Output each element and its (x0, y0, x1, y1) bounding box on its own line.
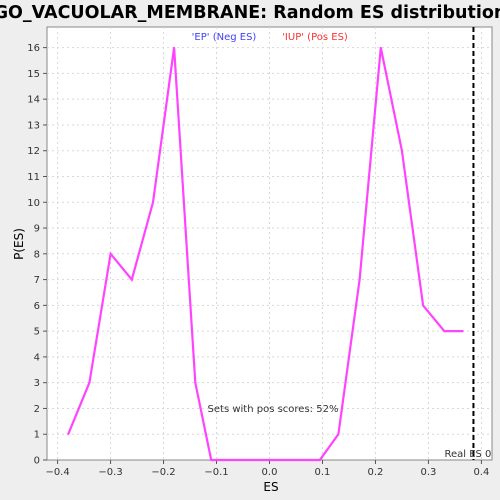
data-point (401, 149, 403, 152)
y-tick-label: 14 (27, 95, 40, 106)
x-tick-label: −0.3 (98, 467, 122, 478)
data-point (173, 46, 176, 49)
data-point (194, 381, 197, 384)
data-point (443, 330, 446, 333)
data-point (130, 278, 133, 281)
y-tick-label: 8 (34, 249, 40, 260)
pos-scores-annotation: Sets with pos scores: 52% (208, 404, 339, 415)
x-axis-label: ES (263, 480, 278, 494)
y-tick-label: 13 (27, 120, 40, 131)
x-tick-label: 0.2 (367, 467, 383, 478)
y-tick-label: 15 (27, 69, 40, 80)
data-point (379, 46, 382, 49)
y-tick-label: 12 (27, 146, 40, 157)
data-point (152, 201, 154, 204)
data-point (318, 459, 321, 461)
x-tick-label: 0.1 (315, 467, 331, 478)
y-tick-label: 7 (34, 275, 40, 286)
x-tick-label: −0.4 (45, 467, 69, 478)
legend-entry-iup: 'IUP' (Pos ES) (282, 32, 348, 43)
y-tick-label: 11 (27, 172, 40, 183)
x-tick-label: 0.3 (420, 467, 436, 478)
legend-entry-ep: 'EP' (Neg ES) (192, 32, 257, 43)
series-layer (67, 46, 464, 462)
chart-title: GO_VACUOLAR_MEMBRANE: Random ES distribu… (0, 3, 500, 23)
data-point (109, 252, 112, 255)
grid-lines (47, 27, 492, 460)
x-tick-label: −0.2 (151, 467, 175, 478)
data-point (422, 304, 425, 307)
x-tick-label: −0.1 (204, 467, 228, 478)
y-tick-label: 16 (27, 43, 40, 54)
x-tick-label: 0.4 (473, 467, 489, 478)
y-tick-label: 1 (34, 430, 40, 441)
y-tick-label: 5 (34, 327, 40, 338)
data-point (461, 330, 464, 333)
series-line (67, 47, 463, 462)
data-point (67, 433, 70, 436)
data-point (210, 459, 213, 461)
y-axis-label: P(ES) (12, 228, 26, 260)
data-point (358, 278, 361, 281)
y-tick-label: 9 (34, 224, 40, 235)
data-point (258, 459, 260, 461)
y-tick-label: 0 (34, 456, 40, 467)
data-point (300, 459, 303, 461)
y-tick-label: 6 (34, 301, 40, 312)
y-tick-label: 2 (34, 404, 40, 415)
y-tick-label: 3 (34, 378, 40, 389)
real-es-label: Real ES 0 (444, 449, 491, 460)
x-axis-ticks: −0.4 −0.3 −0.2 −0.1 0.0 0.1 0.2 0.3 0.4 (45, 460, 489, 478)
x-tick-label: 0.0 (262, 467, 278, 478)
data-point (337, 433, 340, 436)
y-tick-label: 4 (34, 352, 40, 363)
data-point (88, 381, 91, 384)
y-tick-label: 10 (27, 198, 40, 209)
